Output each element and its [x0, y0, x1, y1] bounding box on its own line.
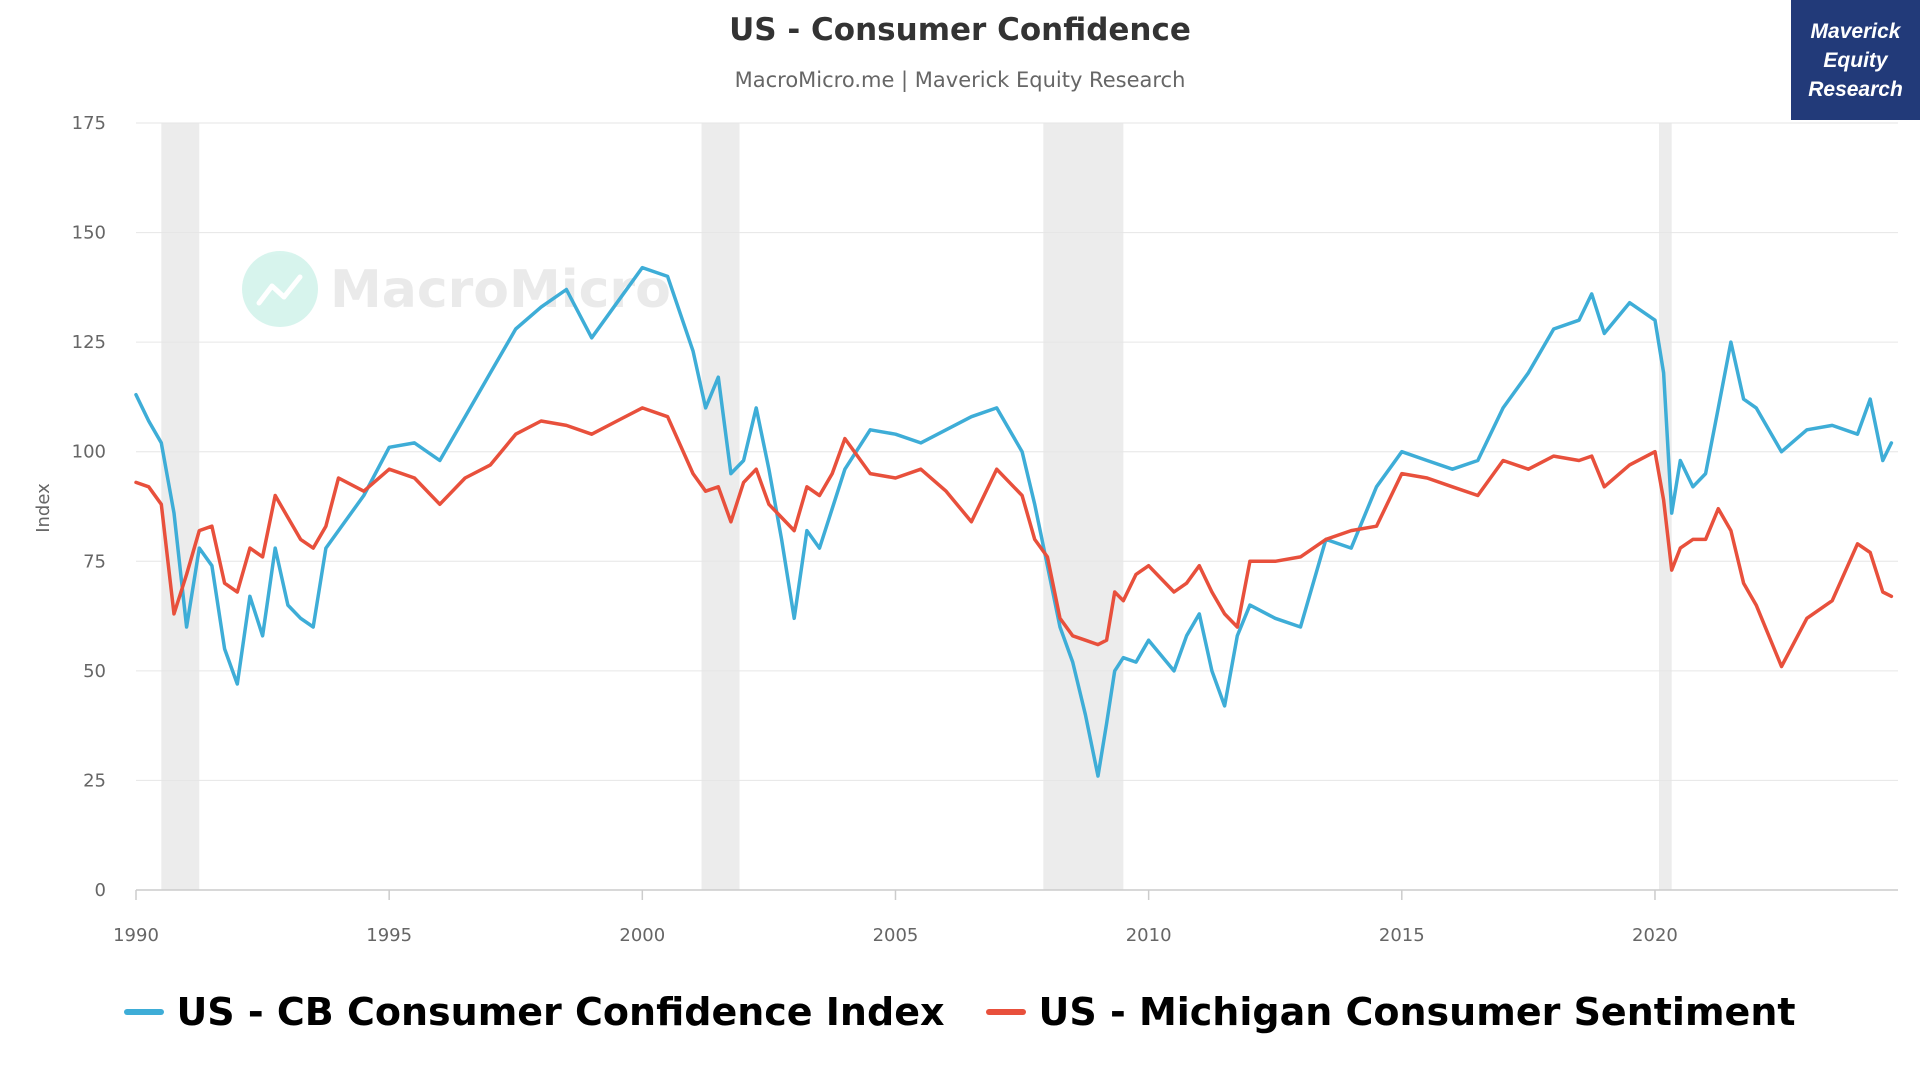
x-tick-label: 2020: [1632, 925, 1678, 946]
brand-line: Equity: [1823, 48, 1888, 72]
x-tick-label: 2000: [619, 925, 665, 946]
series-line-cb: [134, 265, 1894, 778]
y-tick-label: 50: [83, 661, 106, 682]
y-tick-label: 25: [83, 770, 106, 791]
maverick-brand-badge: Maverick Equity Research: [1791, 0, 1920, 120]
recession-band: [701, 123, 740, 890]
legend-item-michigan[interactable]: US - Michigan Consumer Sentiment: [986, 990, 1796, 1034]
legend-item-cb[interactable]: US - CB Consumer Confidence Index: [124, 990, 944, 1034]
gridlines: 0 25 50 75 100 125 150 175: [72, 113, 1898, 901]
trend-chart-icon-line: [256, 274, 303, 306]
legend-swatch-michigan: [986, 1009, 1027, 1015]
y-tick-label: 150: [72, 223, 106, 244]
legend-label-cb: US - CB Consumer Confidence Index: [176, 990, 945, 1034]
trend-chart-icon: [242, 251, 318, 327]
y-axis-title: Index: [33, 483, 54, 533]
series-line-michigan: [134, 406, 1894, 669]
x-tick-label: 2015: [1379, 925, 1425, 946]
recession-band: [161, 123, 200, 890]
y-tick-label: 75: [83, 551, 106, 572]
x-tick-label: 1995: [366, 925, 412, 946]
x-tick-label: 2010: [1126, 925, 1172, 946]
recession-shading-layer: [161, 123, 1672, 890]
watermark-text: MacroMicro: [330, 260, 671, 320]
x-tick-label: 2005: [873, 925, 919, 946]
recession-band: [1043, 123, 1124, 890]
y-tick-label: 125: [72, 332, 106, 353]
watermark: MacroMicro: [242, 251, 671, 327]
axes: Index 1990 1995 2000 2005 2010 2015 2020: [33, 483, 1898, 946]
series-layer: [134, 265, 1894, 778]
y-tick-label: 100: [72, 442, 106, 463]
legend: US - CB Consumer Confidence Index US - M…: [0, 990, 1920, 1034]
chart-title: US - Consumer Confidence: [729, 12, 1191, 48]
chart-subtitle: MacroMicro.me | Maverick Equity Research: [734, 68, 1186, 92]
line-chart: 0 25 50 75 100 125 150 175 MacroMicro Index 199…: [33, 113, 1898, 946]
legend-swatch-cb: [124, 1009, 165, 1015]
brand-line: Research: [1808, 77, 1903, 101]
brand-line: Maverick: [1810, 19, 1901, 43]
x-tick-label: 1990: [113, 925, 159, 946]
y-tick-label: 175: [72, 113, 106, 134]
legend-label-michigan: US - Michigan Consumer Sentiment: [1038, 990, 1796, 1034]
y-tick-label: 0: [95, 880, 106, 901]
